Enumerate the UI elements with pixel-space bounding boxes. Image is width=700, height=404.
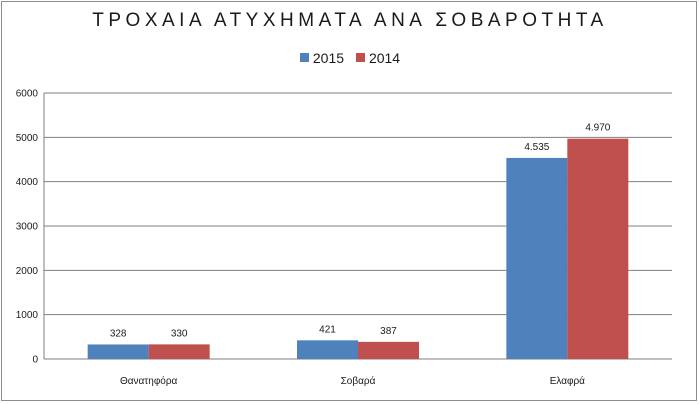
data-label: 4.970 bbox=[585, 123, 610, 134]
x-tick-label: Σοβαρά bbox=[341, 375, 376, 387]
data-label: 330 bbox=[171, 328, 188, 339]
bar-2014 bbox=[148, 344, 210, 359]
bar-2015 bbox=[506, 157, 568, 359]
y-tick-label: 1000 bbox=[16, 310, 39, 321]
legend-item-2014: 2014 bbox=[355, 49, 401, 66]
bar-2015 bbox=[297, 340, 358, 359]
y-tick-label: 3000 bbox=[16, 222, 39, 233]
data-label: 421 bbox=[319, 324, 336, 335]
y-tick-label: 4000 bbox=[16, 177, 39, 188]
y-tick-label: 2000 bbox=[16, 266, 39, 277]
legend-swatch-2015 bbox=[299, 53, 309, 62]
bar-2014 bbox=[358, 341, 419, 359]
y-tick-label: 0 bbox=[32, 355, 38, 366]
data-label: 387 bbox=[380, 326, 397, 337]
bar-2015 bbox=[87, 344, 149, 359]
x-tick-label: Ελαφρά bbox=[550, 375, 585, 387]
legend-item-2015: 2015 bbox=[299, 49, 345, 66]
data-label: 328 bbox=[110, 328, 127, 339]
legend-label-2015: 2015 bbox=[312, 49, 345, 66]
y-tick-label: 5000 bbox=[16, 133, 39, 144]
bar-2014 bbox=[567, 138, 629, 359]
x-tick-label: Θανατηφόρα bbox=[120, 375, 178, 387]
legend-label-2014: 2014 bbox=[368, 49, 401, 66]
chart-title: ΤΡΟΧΑΙΑ ΑΤΥΧΗΜΑΤΑ ΑΝΑ ΣΟΒΑΡΟΤΗΤΑ bbox=[92, 10, 608, 31]
data-label: 4.535 bbox=[524, 142, 549, 153]
chart-legend: 2015 2014 bbox=[0, 49, 700, 66]
legend-swatch-2014 bbox=[355, 53, 365, 62]
y-tick-label: 6000 bbox=[16, 89, 39, 100]
